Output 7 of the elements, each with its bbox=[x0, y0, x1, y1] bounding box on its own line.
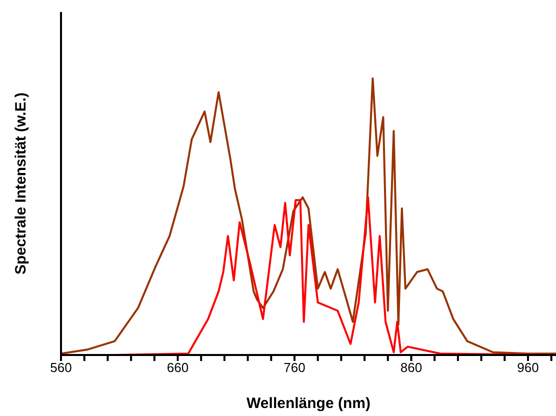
x-axis-title: Wellenlänge (nm) bbox=[246, 395, 370, 412]
x-tick-label: 860 bbox=[400, 360, 422, 376]
x-tick-label: 560 bbox=[50, 360, 72, 376]
y-axis-title: Spectrale Intensität (w.E.) bbox=[12, 92, 30, 274]
x-tick-label: 760 bbox=[284, 360, 306, 376]
x-tick-label: 960 bbox=[517, 360, 539, 376]
x-tick-label: 660 bbox=[166, 360, 189, 376]
